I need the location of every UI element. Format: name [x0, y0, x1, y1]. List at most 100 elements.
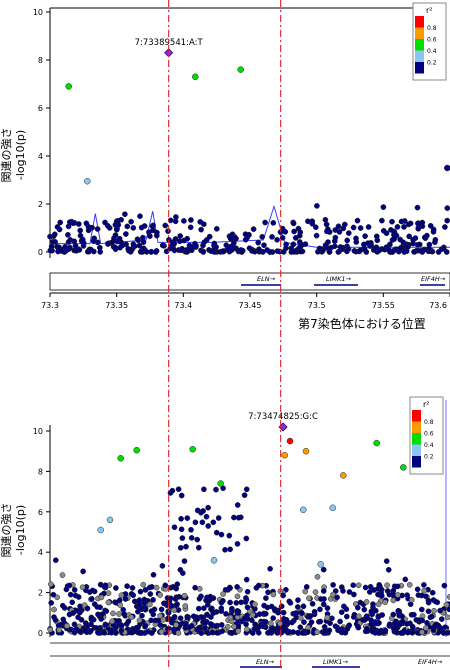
snp-point	[175, 630, 182, 636]
snp-point	[242, 236, 249, 243]
snp-point	[121, 611, 128, 617]
snp-point	[80, 568, 86, 575]
bottom-legend-ticks: 0.8 0.6 0.4 0.2	[424, 419, 434, 461]
snp-point	[128, 614, 135, 621]
bottom-legend-title: r²	[423, 400, 430, 409]
snp-point	[88, 614, 95, 621]
snp-point	[405, 244, 411, 250]
snp-point	[229, 247, 235, 253]
top-gene-eif4h: EIF4H→	[421, 275, 446, 283]
snp-point	[47, 626, 54, 633]
snp-point	[398, 218, 405, 225]
y-tick-label: 10	[33, 8, 43, 17]
snp-point	[106, 516, 114, 524]
snp-point	[192, 584, 198, 591]
snp-point	[444, 614, 450, 621]
snp-point	[214, 630, 220, 636]
snp-point	[192, 519, 199, 526]
snp-point	[308, 619, 315, 626]
top-association-panel: 0 2 4 6 8 10 7:73389541:A:T r² 0.8 0.6 0.4 0.2 E…	[0, 2, 450, 331]
snp-point	[297, 229, 304, 236]
snp-point	[314, 203, 320, 209]
snp-point	[401, 628, 407, 634]
snp-point	[406, 233, 413, 240]
snp-point	[419, 629, 425, 636]
y-tick-label: 4	[38, 152, 43, 161]
snp-point	[140, 239, 147, 246]
snp-point	[286, 437, 294, 445]
snp-point	[340, 472, 347, 479]
snp-point	[150, 571, 157, 578]
snp-point	[411, 611, 417, 618]
snp-point	[337, 244, 344, 250]
snp-point	[334, 594, 340, 601]
y-tick-label: 2	[38, 589, 43, 598]
snp-point	[324, 614, 331, 621]
snp-point	[98, 616, 105, 622]
snp-point	[69, 599, 76, 606]
snp-point	[312, 224, 319, 231]
x-tick-label: 73.5	[308, 301, 326, 310]
snp-point	[355, 624, 362, 631]
snp-point	[133, 446, 140, 454]
snp-point	[297, 624, 304, 631]
legend-color-swatch	[415, 39, 424, 51]
snp-point	[340, 225, 347, 232]
snp-point	[184, 515, 191, 521]
snp-point	[71, 587, 78, 593]
snp-point	[179, 245, 185, 252]
top-highlighted-snps	[65, 66, 450, 185]
snp-point	[213, 486, 219, 493]
snp-point	[351, 248, 358, 254]
legend-tick-label: 0.4	[424, 442, 434, 449]
snp-point	[307, 613, 314, 619]
snp-point	[324, 605, 331, 611]
snp-point	[87, 628, 94, 634]
snp-point	[390, 591, 396, 597]
snp-point	[138, 224, 145, 231]
snp-point	[52, 239, 58, 245]
legend-color-swatch	[415, 50, 424, 62]
snp-point	[89, 587, 96, 594]
snp-point	[424, 232, 430, 239]
snp-point	[431, 623, 438, 630]
snp-point	[274, 236, 280, 243]
snp-point	[215, 515, 222, 521]
snp-point	[350, 582, 357, 589]
top-x-ticks: 73.3 73.35 73.4 73.45 73.5 73.55 73.6	[41, 293, 450, 310]
snp-point	[64, 623, 70, 629]
snp-point	[384, 582, 390, 589]
snp-point	[378, 593, 385, 599]
snp-point	[210, 519, 217, 526]
snp-point	[125, 618, 132, 625]
snp-point	[88, 596, 95, 602]
snp-point	[206, 233, 213, 240]
snp-point	[116, 597, 123, 603]
snp-point	[337, 618, 343, 625]
legend-tick-label: 0.8	[424, 419, 434, 426]
snp-point	[390, 597, 397, 604]
snp-point	[329, 504, 336, 512]
snp-point	[201, 486, 207, 493]
snp-point	[213, 529, 220, 536]
snp-point	[250, 226, 257, 232]
snp-point	[52, 557, 59, 564]
snp-point	[162, 582, 169, 589]
snp-point	[279, 234, 286, 241]
snp-point	[369, 611, 375, 618]
snp-point	[178, 515, 184, 522]
snp-point	[373, 246, 380, 253]
snp-point	[123, 231, 129, 237]
snp-point	[249, 617, 255, 624]
snp-point	[297, 615, 304, 621]
snp-point	[184, 249, 191, 255]
snp-point	[340, 588, 346, 594]
snp-point	[423, 625, 429, 631]
snp-point	[364, 615, 371, 621]
snp-point	[320, 588, 327, 594]
snp-point	[118, 592, 125, 599]
snp-point	[203, 597, 209, 604]
snp-point	[234, 593, 241, 600]
snp-point	[357, 225, 364, 231]
snp-point	[373, 233, 380, 240]
